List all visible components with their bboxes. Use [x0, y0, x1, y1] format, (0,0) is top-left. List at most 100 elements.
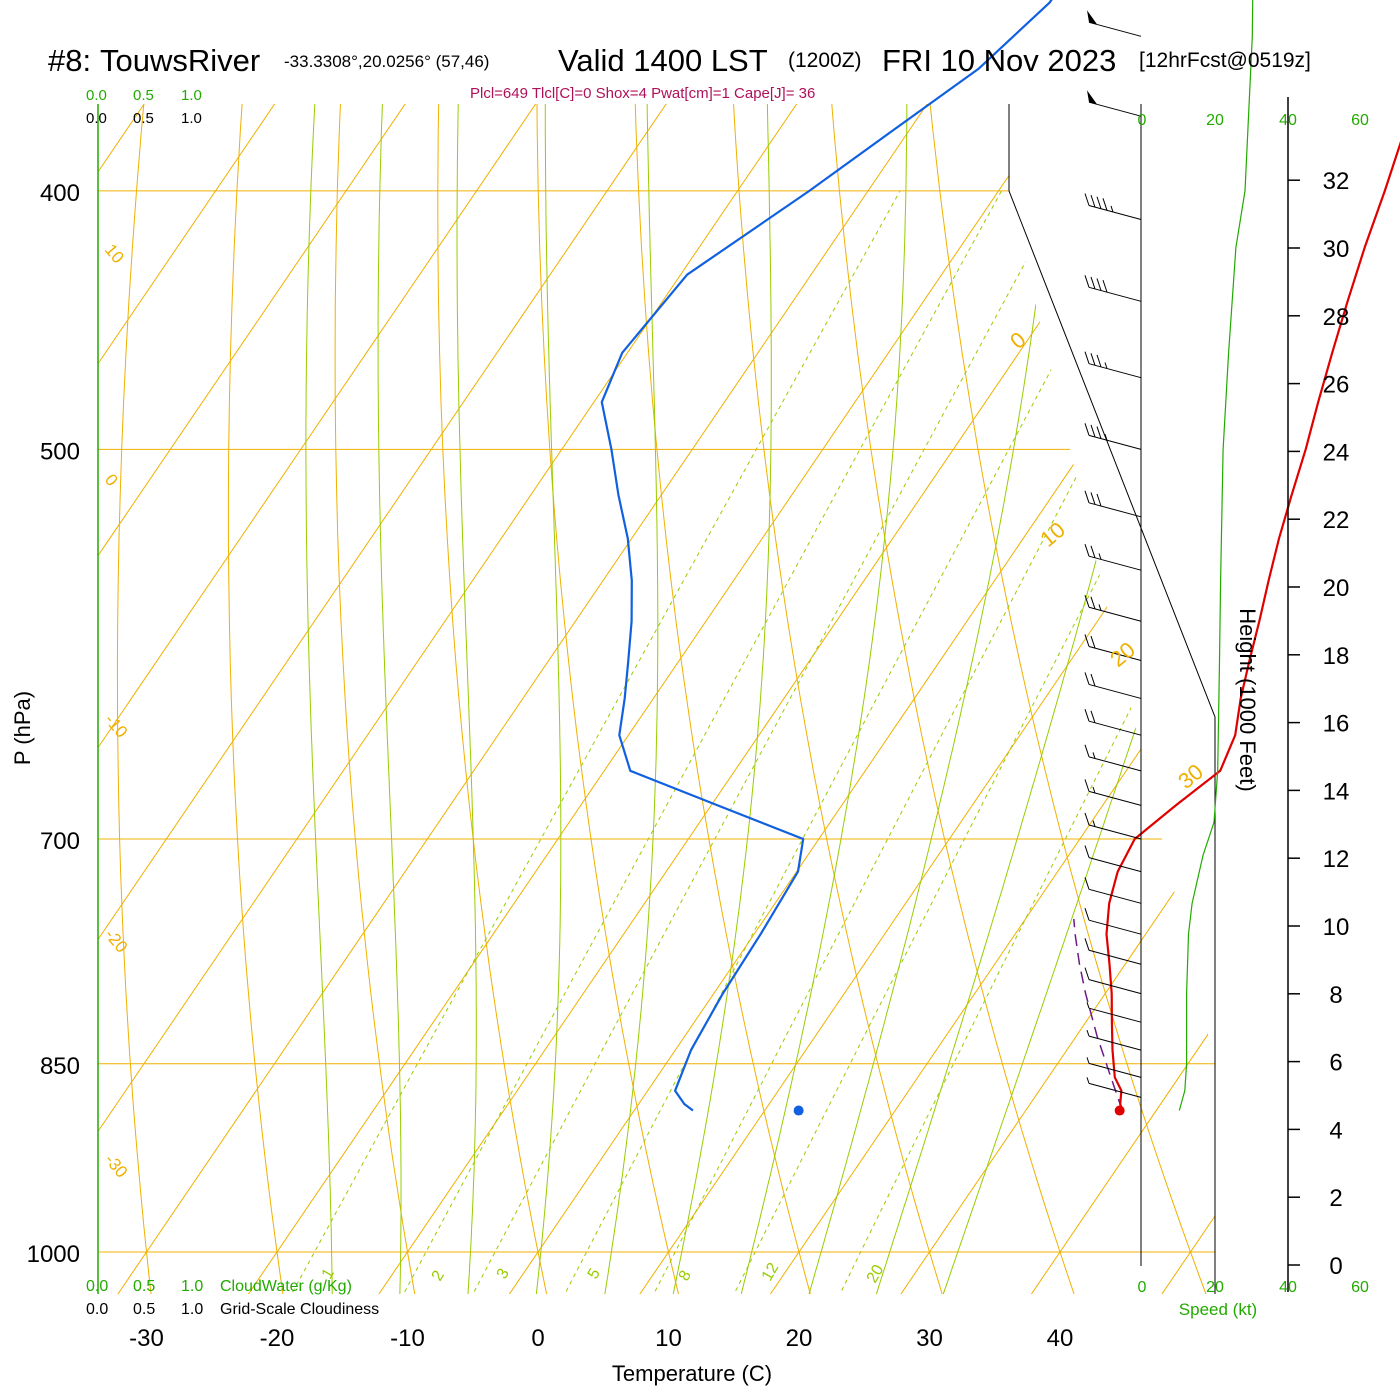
- wind-barb-full: [1096, 493, 1102, 507]
- speed-bottom-0: 0: [1138, 1279, 1147, 1296]
- moist-adiabat-line: [853, 104, 1215, 1294]
- moist-adiabat-line: [723, 104, 908, 1294]
- isobar-lines: [98, 190, 1215, 1253]
- wind-barb-half: [1086, 1077, 1090, 1084]
- wind-barb-full: [1084, 490, 1090, 503]
- cloudwater-top-1: 0.5: [133, 87, 154, 104]
- isotherm-label-left: 0: [101, 470, 122, 489]
- speed-top-2: 40: [1279, 112, 1297, 129]
- x-axis-title: Temperature (C): [612, 1361, 772, 1386]
- surface-temperature-marker: [1114, 1105, 1125, 1116]
- pressure-tick-label: 850: [40, 1053, 80, 1080]
- right-frame-line: [1008, 104, 1216, 1294]
- wind-barb-staff: [1088, 645, 1142, 661]
- temperature-tick-label: 40: [1047, 1325, 1074, 1352]
- moist-adiabat-line: [527, 104, 562, 1294]
- dry-adiabat-line: [98, 104, 162, 1294]
- wind-barb-half: [1092, 752, 1096, 759]
- height-tick-label: 8: [1329, 982, 1342, 1009]
- wind-barb-staff: [1088, 857, 1142, 873]
- isotherm-line: [854, 104, 1215, 1294]
- pressure-tick-label: 500: [40, 438, 80, 465]
- cloudwater-bottom-1: 0.5: [133, 1278, 155, 1295]
- wind-barb-full: [1084, 351, 1090, 364]
- y-axis-title: P (hPa): [10, 691, 35, 765]
- stability-indices: Plcl=649 Tlcl[C]=0 Shox=4 Pwat[cm]=1 Cap…: [470, 85, 815, 102]
- surface-dewpoint-marker: [793, 1105, 804, 1116]
- wind-barb-half: [1092, 820, 1096, 827]
- height-tick-label: 28: [1323, 304, 1350, 331]
- isotherm-line: [98, 104, 632, 1294]
- isotherm-line: [593, 104, 1215, 1294]
- dry-adiabat-line: [536, 104, 697, 1294]
- speed-axis-label: Speed (kt): [1179, 1300, 1257, 1319]
- isotherm-line: [98, 104, 893, 1294]
- wind-barb-full: [1084, 423, 1090, 436]
- pressure-tick-label: 1000: [27, 1241, 80, 1268]
- speed-top-3: 60: [1351, 112, 1369, 129]
- height-tick-label: 26: [1323, 372, 1350, 399]
- sounding-profiles: [600, 0, 1400, 1116]
- height-tick-label: 2: [1329, 1185, 1342, 1212]
- height-tick-label: 4: [1329, 1117, 1342, 1144]
- parcel-path-line: [1073, 918, 1124, 1111]
- wind-barb-full: [1090, 353, 1096, 366]
- wind-barb-full: [1084, 634, 1090, 647]
- wind-barb-flag: [1087, 90, 1097, 105]
- wind-barb-half: [1086, 1002, 1090, 1009]
- cloudiness-top-2: 1.0: [181, 110, 202, 127]
- wind-barb-staff: [1088, 205, 1142, 221]
- cloudwater-top-0: 0.0: [86, 87, 107, 104]
- plot-frame: [97, 104, 1216, 1294]
- forecast-run: [12hrFcst@0519z]: [1139, 49, 1311, 72]
- isotherm-label-right: 0: [1005, 327, 1030, 354]
- dry-adiabat-line: [724, 104, 965, 1294]
- dry-adiabat-line: [116, 104, 244, 1294]
- pressure-tick-label: 700: [40, 828, 80, 855]
- isotherm-label-right: 20: [1105, 637, 1140, 672]
- wind-barb-staff: [1088, 720, 1142, 736]
- wind-barb-full: [1096, 354, 1102, 368]
- wind-barb-staff: [1088, 1062, 1142, 1078]
- height-tick-label: 10: [1323, 914, 1350, 941]
- isotherm-line: [98, 104, 1215, 1294]
- isotherm-line: [723, 104, 1215, 1294]
- wind-barb-staff: [1088, 555, 1142, 571]
- speed-bottom-2: 40: [1279, 1279, 1297, 1296]
- temperature-tick-label: 30: [916, 1325, 943, 1352]
- wind-barb-staff: [1088, 1007, 1142, 1023]
- station-id: #8:: [48, 43, 91, 78]
- cloudwater-label: CloudWater (g/Kg): [220, 1278, 352, 1295]
- mixing-ratio-line: [618, 190, 1215, 1294]
- mixing-ratio-label: 2: [429, 1268, 448, 1284]
- temperature-tick-label: 20: [786, 1325, 813, 1352]
- mixing-ratio-line: [366, 190, 1002, 1294]
- moist-adiabat-line: [592, 104, 659, 1294]
- wind-barb-full: [1084, 672, 1090, 685]
- isotherm-label-right: 10: [1035, 517, 1070, 552]
- wind-barb-full: [1090, 596, 1096, 609]
- wind-barb-staff: [1088, 919, 1142, 935]
- height-tick-label: 32: [1323, 168, 1350, 195]
- temperature-tick-label: -30: [129, 1325, 164, 1352]
- wind-barb-full: [1084, 275, 1090, 288]
- wind-barb-staff: [1088, 434, 1142, 450]
- wind-barb-staff: [1088, 502, 1142, 518]
- mixing-ratio-label: 5: [585, 1266, 604, 1282]
- height-tick-label: 22: [1323, 507, 1350, 534]
- forecast-date: FRI 10 Nov 2023: [882, 43, 1116, 78]
- isotherm-line: [98, 104, 1215, 1294]
- wind-barb-staff: [1088, 888, 1142, 904]
- isotherm-label-right: 30: [1173, 759, 1208, 794]
- wind-barb-staff: [1088, 101, 1142, 117]
- wind-barb-full: [1084, 877, 1090, 890]
- dry-adiabat-line: [813, 104, 1099, 1294]
- cloudiness-label: Grid-Scale Cloudiness: [220, 1301, 379, 1318]
- mixing-ratio-lines: [253, 190, 1215, 1294]
- wind-barb-staff: [1088, 1082, 1142, 1098]
- moist-adiabat-line: [305, 104, 355, 1294]
- wind-barb-full: [1084, 744, 1090, 757]
- isotherm-line: [1246, 0, 1400, 1362]
